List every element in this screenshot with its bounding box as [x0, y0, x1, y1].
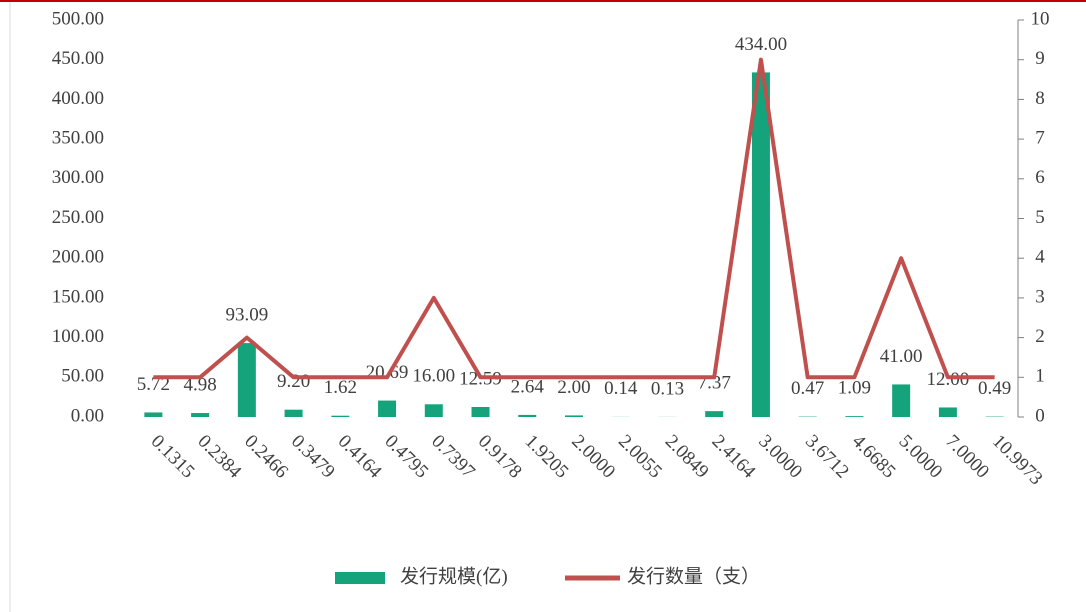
bar-value-label: 9.20 — [277, 371, 310, 392]
y-tick-label: 50.00 — [61, 366, 104, 387]
bar — [892, 384, 911, 417]
bar — [424, 404, 443, 417]
y-tick-label: 200.00 — [52, 247, 104, 268]
x-tick-label: 0.3479 — [287, 431, 339, 483]
bar-value-label: 41.00 — [880, 346, 923, 367]
x-tick-label: 2.4164 — [708, 431, 760, 483]
y-tick-label: 100.00 — [52, 326, 104, 347]
x-tick-label: 0.7397 — [427, 431, 479, 483]
y-tick-label: 400.00 — [52, 88, 104, 109]
x-tick-label: 4.6685 — [848, 431, 900, 483]
x-tick-label: 3.0000 — [754, 431, 806, 483]
bar — [378, 400, 397, 417]
y-tick-label: 0.00 — [71, 405, 104, 426]
bar-value-label: 0.14 — [604, 378, 638, 399]
bar-value-label: 0.49 — [978, 378, 1011, 399]
bar — [331, 415, 350, 417]
y2-tick-label: 8 — [1035, 88, 1045, 109]
x-tick-label: 0.4164 — [334, 431, 386, 483]
bar-value-label: 1.09 — [838, 377, 871, 398]
x-tick-label: 7.0000 — [941, 431, 993, 483]
y2-tick-label: 10 — [1031, 8, 1050, 29]
bar-value-label: 20.69 — [366, 362, 409, 383]
x-tick-label: 0.2466 — [240, 431, 292, 483]
x-tick-label: 1.9205 — [521, 431, 573, 483]
bar — [938, 407, 957, 417]
bar — [144, 412, 163, 417]
x-tick-label: 0.4795 — [380, 431, 432, 483]
x-tick-label: 5.0000 — [895, 431, 947, 483]
bar — [705, 411, 724, 417]
bar-value-label: 1.62 — [324, 377, 357, 398]
y2-tick-label: 9 — [1035, 48, 1045, 69]
bar — [845, 416, 864, 417]
bar — [751, 72, 770, 418]
bar-value-label: 4.98 — [183, 374, 216, 395]
y2-tick-label: 6 — [1035, 167, 1045, 188]
x-tick-label: 2.0055 — [614, 431, 666, 483]
y-tick-label: 500.00 — [52, 8, 104, 29]
bar — [471, 407, 490, 417]
bar-value-label: 0.13 — [651, 378, 684, 399]
x-tick-label: 0.1315 — [147, 431, 199, 483]
x-tick-label: 2.0849 — [661, 431, 713, 483]
y2-tick-label: 4 — [1035, 247, 1045, 268]
line — [153, 57, 995, 380]
bar — [237, 343, 256, 417]
bar-value-label: 0.47 — [791, 378, 824, 399]
bar-value-label: 12.00 — [927, 369, 970, 390]
bar — [565, 415, 583, 417]
y2-tick-label: 5 — [1035, 207, 1045, 228]
bar-value-label: 434.00 — [735, 34, 787, 55]
y2-tick-label: 0 — [1035, 405, 1045, 426]
legend-label: 发行规模(亿) — [400, 565, 508, 587]
y2-tick-label: 3 — [1035, 286, 1045, 307]
x-tick-label: 0.2384 — [193, 431, 245, 483]
y-tick-label: 250.00 — [52, 207, 104, 228]
y-tick-label: 300.00 — [52, 167, 104, 188]
x-tick-label: 3.6712 — [801, 431, 853, 483]
x-tick-label: 10.9973 — [988, 431, 1047, 490]
y2-tick-label: 2 — [1035, 326, 1045, 347]
x-tick-label: 0.9178 — [474, 431, 526, 483]
y-tick-label: 350.00 — [52, 127, 104, 148]
bar — [191, 413, 210, 417]
y2-tick-label: 7 — [1035, 127, 1045, 148]
y-tick-label: 150.00 — [52, 286, 104, 307]
y2-tick-label: 1 — [1035, 366, 1045, 387]
bar — [518, 414, 537, 417]
x-tick-label: 2.0000 — [567, 431, 619, 483]
bar-value-label: 16.00 — [412, 366, 455, 387]
bar — [284, 409, 303, 417]
legend-swatch — [335, 572, 385, 584]
bar-value-label: 2.64 — [511, 376, 545, 397]
bar-value-label: 93.09 — [225, 304, 268, 325]
y-tick-label: 450.00 — [52, 48, 104, 69]
bar-value-label: 2.00 — [557, 377, 590, 398]
legend-label: 发行数量（支） — [627, 565, 760, 587]
